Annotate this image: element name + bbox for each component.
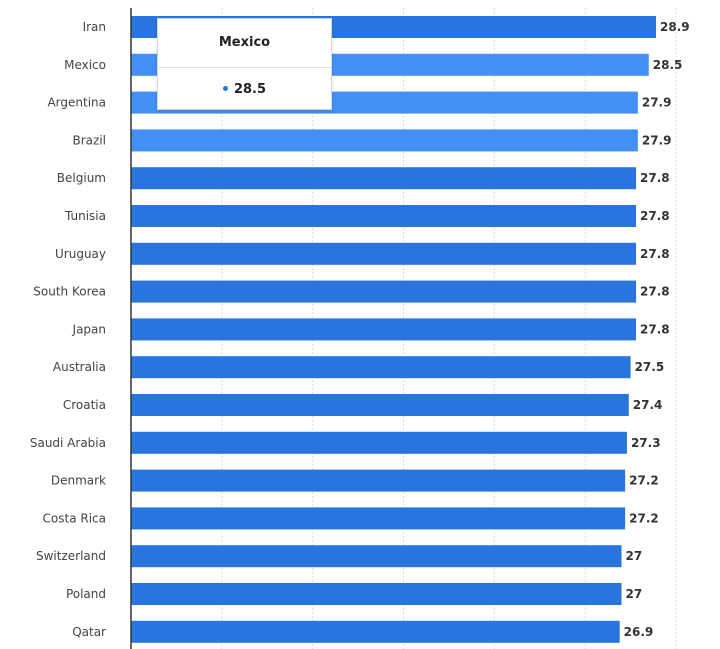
- category-label-australia: Australia: [53, 360, 106, 374]
- data-label-iran: 28.9: [660, 20, 690, 34]
- data-label-poland: 27: [626, 587, 643, 601]
- tooltip-value: 28.5: [233, 82, 267, 97]
- category-label-japan: Japan: [72, 322, 106, 336]
- bar-japan[interactable]: [131, 318, 637, 341]
- bar-saudi-arabia[interactable]: [131, 431, 627, 454]
- data-label-brazil: 27.9: [642, 133, 672, 147]
- bar-qatar[interactable]: [131, 620, 620, 643]
- category-label-belgium: Belgium: [57, 171, 106, 185]
- category-label-argentina: Argentina: [47, 96, 106, 110]
- category-label-iran: Iran: [83, 20, 106, 34]
- bar-tunisia[interactable]: [131, 205, 637, 227]
- tooltip-value-row: 28.5: [158, 68, 331, 111]
- data-label-argentina: 27.9: [642, 96, 672, 110]
- data-label-saudi-arabia: 27.3: [631, 436, 661, 450]
- category-label-switzerland: Switzerland: [36, 549, 106, 563]
- category-label-uruguay: Uruguay: [55, 247, 106, 261]
- category-labels: Iran Mexico Argentina Brazil Belgium Tunisia U…: [30, 20, 106, 639]
- bar-south-korea[interactable]: [131, 280, 637, 303]
- category-label-qatar: Qatar: [72, 625, 106, 639]
- category-label-brazil: Brazil: [73, 133, 107, 147]
- bars: [131, 16, 657, 643]
- data-label-belgium: 27.8: [640, 171, 670, 185]
- bar-croatia[interactable]: [131, 394, 629, 416]
- tooltip-title: Mexico: [158, 19, 331, 68]
- data-label-costa-rica: 27.2: [629, 511, 659, 525]
- category-label-poland: Poland: [66, 587, 106, 601]
- bar-denmark[interactable]: [131, 469, 626, 492]
- data-label-mexico: 28.5: [653, 58, 683, 72]
- data-label-qatar: 26.9: [624, 625, 654, 639]
- data-label-uruguay: 27.8: [640, 247, 670, 261]
- bar-brazil[interactable]: [131, 129, 638, 152]
- bar-belgium[interactable]: [131, 167, 637, 190]
- category-label-saudi-arabia: Saudi Arabia: [30, 436, 106, 450]
- category-label-mexico: Mexico: [64, 58, 106, 72]
- bar-poland[interactable]: [131, 583, 622, 605]
- category-label-croatia: Croatia: [63, 398, 106, 412]
- category-label-south-korea: South Korea: [33, 285, 106, 299]
- data-label-switzerland: 27: [626, 549, 643, 563]
- category-label-tunisia: Tunisia: [64, 209, 106, 223]
- bar-costa-rica[interactable]: [131, 507, 626, 530]
- data-label-australia: 27.5: [635, 360, 665, 374]
- data-label-denmark: 27.2: [629, 474, 659, 488]
- bar-uruguay[interactable]: [131, 242, 637, 265]
- data-label-croatia: 27.4: [633, 398, 663, 412]
- data-label-japan: 27.8: [640, 322, 670, 336]
- tooltip-series-dot: [222, 86, 228, 91]
- data-label-tunisia: 27.8: [640, 209, 670, 223]
- data-label-south-korea: 27.8: [640, 285, 670, 299]
- category-label-denmark: Denmark: [51, 474, 106, 488]
- bar-australia[interactable]: [131, 356, 631, 379]
- category-label-costa-rica: Costa Rica: [43, 511, 106, 525]
- tooltip: Mexico 28.5: [157, 18, 332, 110]
- data-labels: 28.9 28.5 27.9 27.9 27.8 27.8 27.8 27.8 27.8 27.5…: [624, 20, 690, 639]
- bar-switzerland[interactable]: [131, 545, 622, 568]
